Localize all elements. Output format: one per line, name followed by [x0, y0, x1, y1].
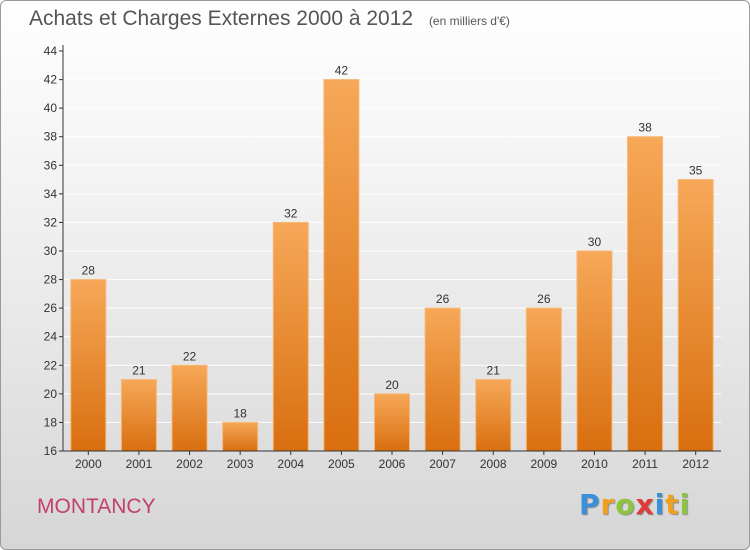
y-tick-label: 26 — [44, 301, 58, 315]
x-tick-label-2012: 2012 — [682, 457, 709, 471]
x-tick-label-2006: 2006 — [379, 457, 406, 471]
y-tick-label: 32 — [44, 215, 58, 229]
logo-letter: t — [665, 488, 680, 521]
bar-2009 — [525, 307, 562, 452]
logo-letter: i — [654, 488, 666, 521]
y-tick-label: 18 — [44, 415, 58, 429]
bar-2002 — [171, 364, 208, 452]
data-label-2005: 42 — [335, 64, 349, 78]
bar-2011 — [627, 136, 664, 452]
y-tick-label: 42 — [44, 73, 58, 87]
x-tick-label-2007: 2007 — [429, 457, 456, 471]
data-label-2004: 32 — [284, 206, 298, 220]
bar-2003 — [222, 421, 259, 452]
x-tick-label-2010: 2010 — [581, 457, 608, 471]
logo-letter: x — [635, 488, 655, 521]
x-tick-label-2002: 2002 — [176, 457, 203, 471]
y-tick-label: 44 — [44, 44, 58, 58]
bar-2004 — [272, 221, 309, 452]
y-tick-label: 36 — [44, 158, 58, 172]
bar-2005 — [323, 79, 360, 452]
commune-name: MONTANCY — [37, 495, 156, 518]
data-label-2007: 26 — [436, 292, 450, 306]
y-tick-label: 34 — [44, 187, 58, 201]
y-tick-label: 24 — [44, 330, 58, 344]
x-tick-label-2004: 2004 — [277, 457, 304, 471]
y-tick-label: 40 — [44, 101, 58, 115]
bar-2007 — [424, 307, 461, 452]
data-label-2001: 21 — [132, 364, 146, 378]
data-label-2006: 20 — [385, 378, 399, 392]
chart-title-text: Achats et Charges Externes 2000 à 2012 — [29, 7, 414, 30]
proxiti-logo: Proxiti — [579, 488, 690, 521]
y-tick-label: 20 — [44, 387, 58, 401]
y-tick-label: 38 — [44, 130, 58, 144]
data-label-2003: 18 — [233, 406, 247, 420]
bar-2010 — [576, 250, 613, 452]
data-label-2010: 30 — [588, 235, 602, 249]
x-tick-label-2009: 2009 — [530, 457, 557, 471]
x-tick-label-2000: 2000 — [75, 457, 102, 471]
x-tick-label-2005: 2005 — [328, 457, 355, 471]
bar-2006 — [374, 393, 410, 452]
data-label-2008: 21 — [487, 364, 501, 378]
bar-2008 — [475, 379, 512, 452]
y-tick-label: 16 — [44, 444, 58, 458]
data-label-2000: 28 — [82, 264, 96, 278]
chart-subtitle: (en milliers d'€) — [428, 14, 510, 28]
x-tick-label-2001: 2001 — [126, 457, 153, 471]
bar-2000 — [70, 279, 107, 452]
chart-title: Achats et Charges Externes 2000 à 2012 (… — [29, 7, 510, 31]
x-tick-label-2003: 2003 — [227, 457, 254, 471]
x-tick-label-2011: 2011 — [632, 457, 658, 471]
logo-letter: r — [600, 488, 616, 521]
logo-letter: o — [615, 488, 636, 521]
data-label-2012: 35 — [689, 164, 703, 178]
bar-2001 — [120, 379, 157, 452]
y-tick-label: 22 — [44, 358, 58, 372]
y-tick-label: 28 — [44, 273, 58, 287]
data-label-2011: 38 — [638, 121, 652, 135]
y-tick-label: 30 — [44, 244, 58, 258]
logo-letter: i — [679, 488, 691, 521]
data-label-2009: 26 — [537, 292, 551, 306]
logo-letter: P — [579, 488, 601, 521]
bar-2012 — [677, 179, 714, 452]
data-label-2002: 22 — [183, 349, 197, 363]
x-tick-label-2008: 2008 — [480, 457, 507, 471]
